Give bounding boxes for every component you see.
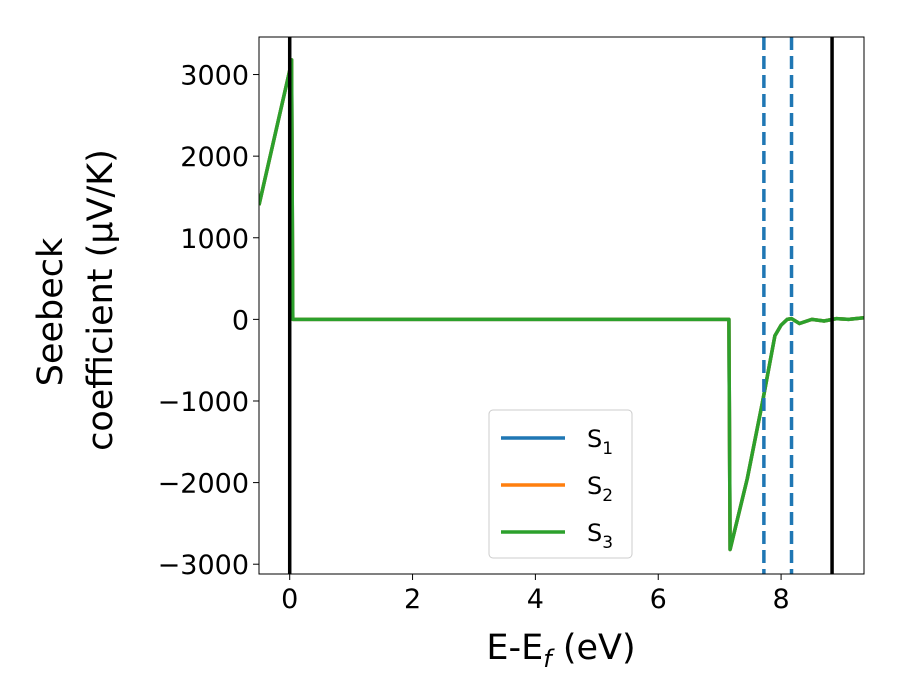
x-tick-label-2: 2 (404, 584, 421, 615)
x-tick-label-0: 0 (281, 584, 298, 615)
y-tick-label-3000: 3000 (180, 61, 249, 92)
y-tick-label-0: 0 (232, 305, 249, 336)
x-axis-label: E-Ef (eV) (486, 628, 635, 673)
y-tick-label-2000: 2000 (180, 142, 249, 173)
y-axis-label-line1: Seebeck (31, 237, 71, 386)
legend-label-2: S2 (587, 472, 613, 506)
x-tick-label-6: 6 (650, 584, 667, 615)
x-axis-label-main: E-E (486, 628, 543, 668)
y-tick-label-1000: 1000 (180, 224, 249, 255)
axes-layer: 0 2 4 6 8 3000 2000 1000 0 −1000 −2000 −3000 (158, 36, 865, 615)
legend-label-3: S3 (587, 519, 613, 553)
x-axis-label-unit: (eV) (552, 628, 636, 668)
x-tick-label-4: 4 (527, 584, 544, 615)
series-line-3 (259, 58, 864, 552)
legend: S1 S2 S3 (488, 409, 633, 559)
y-tick-label--3000: −3000 (158, 550, 249, 581)
y-tick-label--1000: −1000 (158, 387, 249, 418)
plot-layer (259, 37, 864, 574)
y-axis-label-line2: coefficient (μV/K) (81, 149, 121, 451)
x-tick-label-8: 8 (772, 584, 789, 615)
y-tick-label--2000: −2000 (158, 469, 249, 500)
plot-frame (258, 36, 865, 575)
legend-label-1: S1 (587, 425, 613, 459)
